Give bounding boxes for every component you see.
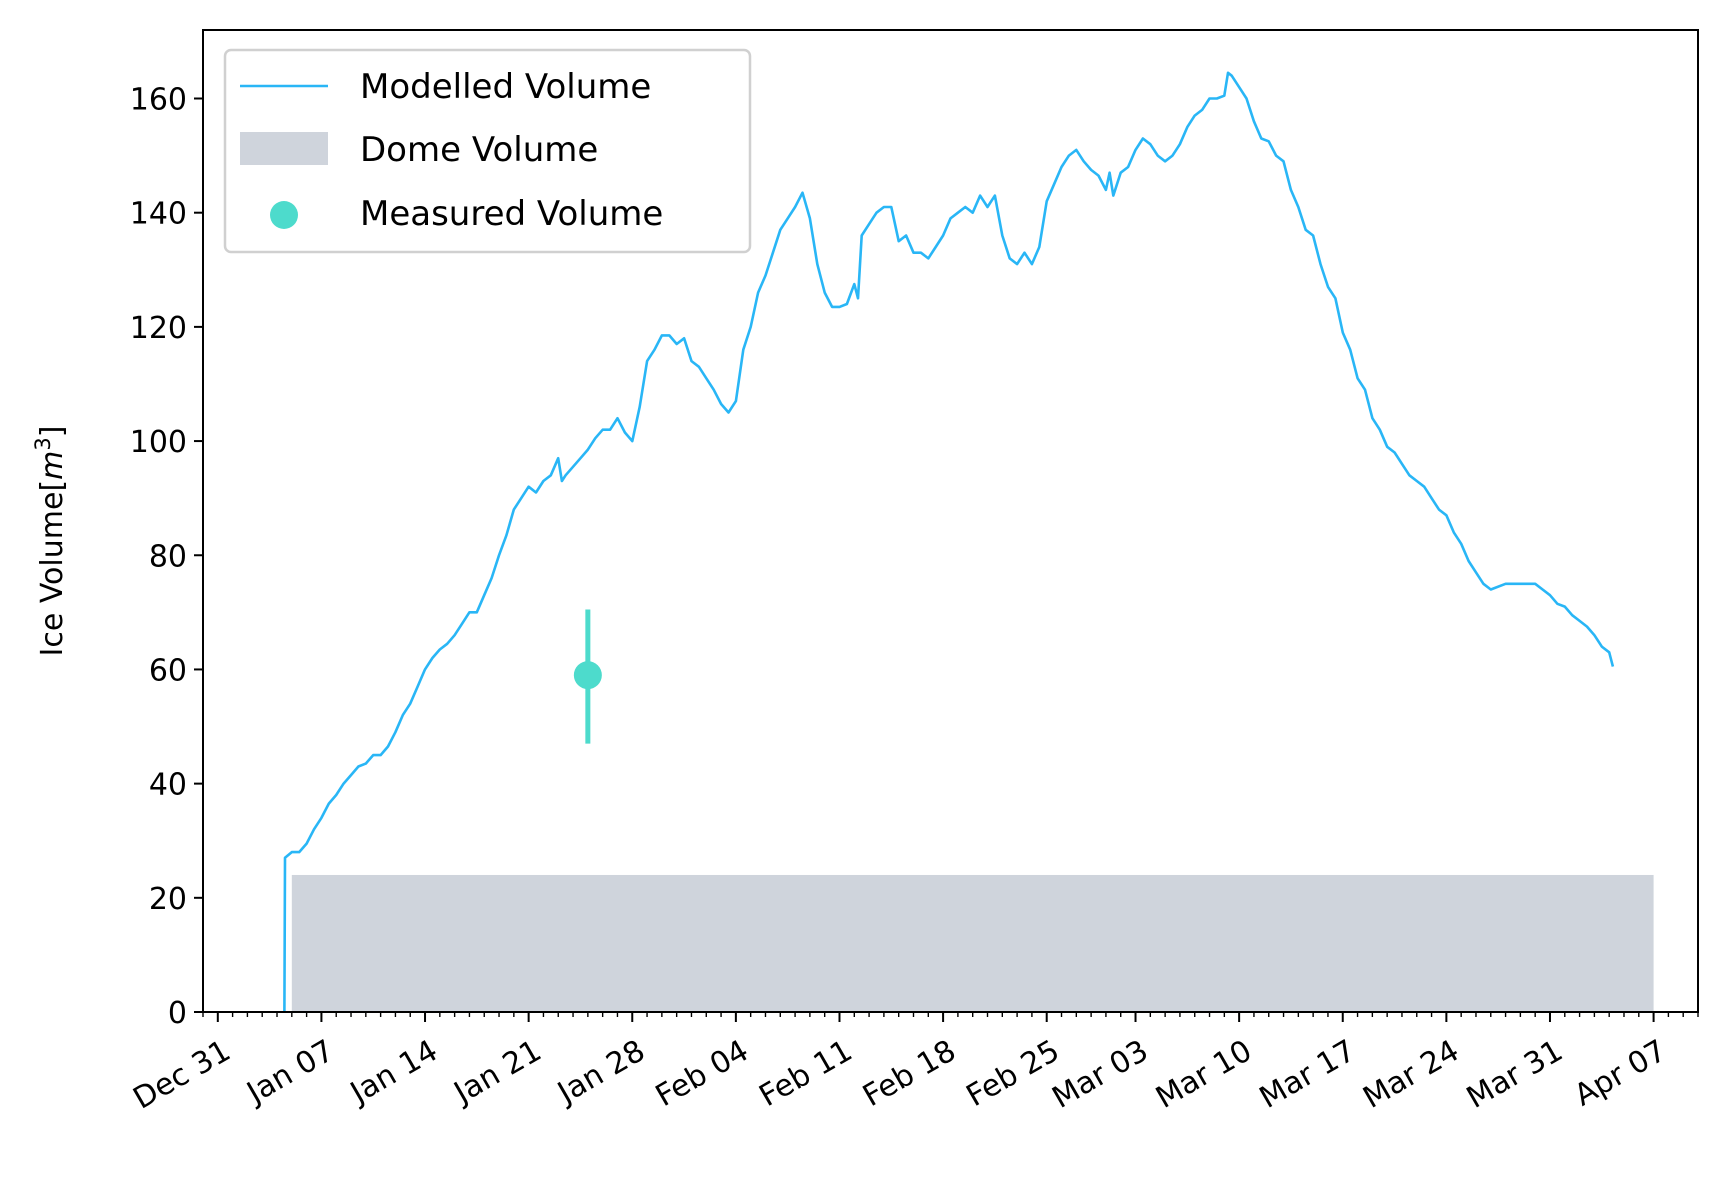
legend-label-modelled: Modelled Volume [360,67,651,107]
y-axis-title: Ice Volume[m3] [31,426,70,657]
legend: Modelled Volume Dome Volume Measured Vol… [223,48,752,254]
plot-frame [202,29,1699,1013]
measured-volume-point [573,661,602,690]
legend-label-dome: Dome Volume [360,130,598,170]
y-axis-title-close: ] [35,426,70,438]
y-tick-label: 20 [149,882,187,917]
y-axis: 0 20 40 60 80 100 120 140 160 [130,83,203,1031]
y-tick-label: 80 [149,539,187,574]
modelled-volume-line [283,71,1615,1013]
y-axis-title-main: Ice Volume[ [35,480,70,657]
y-tick-label: 0 [168,996,187,1031]
legend-measured-swatch [270,201,298,229]
y-axis-title-unit-base: m [35,451,70,480]
y-tick-label: 40 [149,768,187,803]
plot-area [283,71,1654,1013]
y-tick-label: 120 [130,311,187,346]
y-axis-title-unit-exp: 3 [31,437,55,450]
legend-label-measured: Measured Volume [360,194,663,234]
dome-volume-bar [291,874,1654,1012]
legend-box [223,48,752,254]
y-tick-label: 140 [130,197,187,232]
y-tick-label: 60 [149,653,187,688]
legend-dome-swatch [240,132,328,165]
y-tick-label: 100 [130,425,187,460]
y-tick-label: 160 [130,83,187,118]
